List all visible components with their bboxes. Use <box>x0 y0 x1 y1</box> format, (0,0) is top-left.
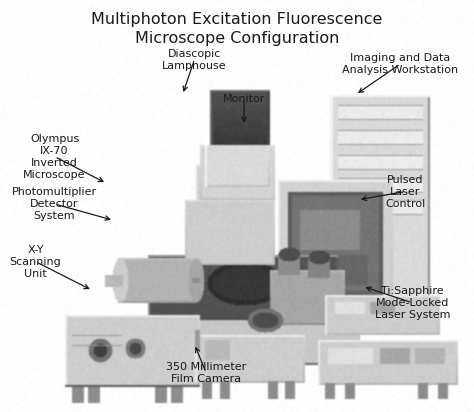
Text: Imaging and Data
Analysis Workstation: Imaging and Data Analysis Workstation <box>343 53 458 75</box>
Text: Pulsed
Laser
Control: Pulsed Laser Control <box>385 175 425 208</box>
Text: Diascopic
Lamphouse: Diascopic Lamphouse <box>162 49 227 71</box>
Text: 350 Millimeter
Film Camera: 350 Millimeter Film Camera <box>166 362 246 384</box>
Text: X-Y
Scanning
Unit: X-Y Scanning Unit <box>9 245 62 279</box>
Text: Multiphoton Excitation Fluorescence
Microscope Configuration: Multiphoton Excitation Fluorescence Micr… <box>91 12 383 46</box>
Text: Ti:Sapphire
Mode-Locked
Laser System: Ti:Sapphire Mode-Locked Laser System <box>374 286 450 320</box>
Text: Olympus
IX-70
Inverted
Microscope: Olympus IX-70 Inverted Microscope <box>23 133 86 180</box>
Text: Photomultiplier
Detector
System: Photomultiplier Detector System <box>12 187 97 221</box>
Text: Monitor: Monitor <box>223 94 265 104</box>
